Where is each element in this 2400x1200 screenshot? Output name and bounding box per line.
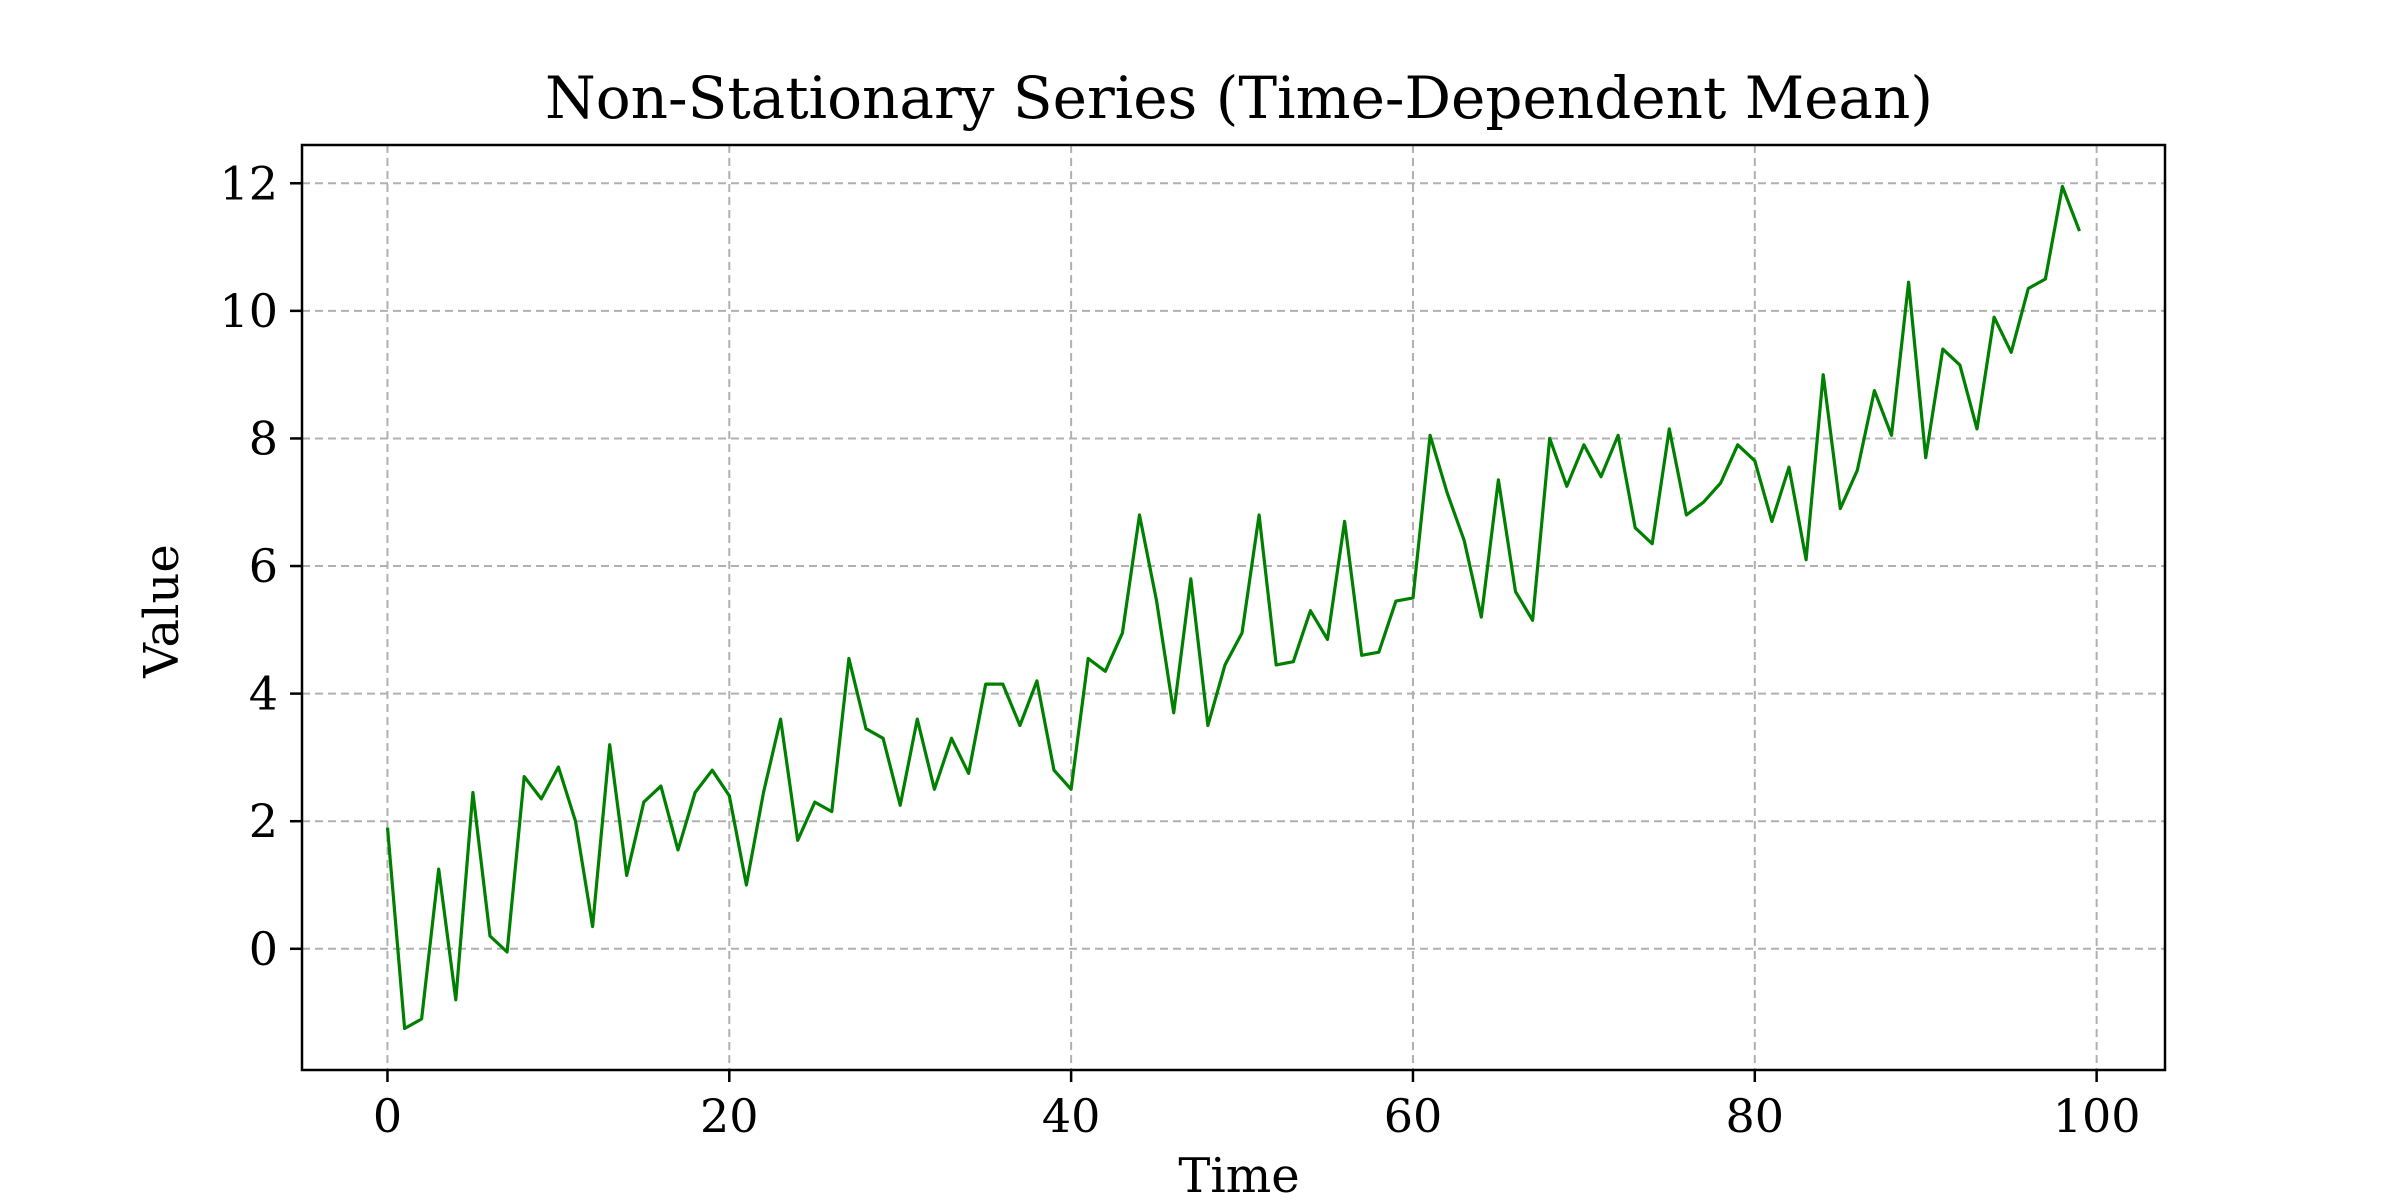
y-tick-label: 0 — [249, 922, 278, 976]
series-line — [385, 184, 2081, 1031]
y-tick-label: 10 — [219, 284, 278, 338]
x-axis-label: Time — [1178, 1148, 1299, 1200]
grid-lines — [302, 145, 2165, 1070]
x-tick-label: 100 — [2053, 1089, 2141, 1143]
y-tick-label: 6 — [249, 539, 278, 593]
x-tick-label: 60 — [1384, 1089, 1443, 1143]
axis-ticks: 0 20 40 60 80 100 0 2 4 6 8 10 12 — [219, 156, 2140, 1143]
y-tick-label: 4 — [249, 667, 278, 721]
x-tick-label: 40 — [1042, 1089, 1101, 1143]
x-tick-label: 20 — [700, 1089, 759, 1143]
y-tick-label: 8 — [249, 411, 278, 465]
x-tick-label: 80 — [1726, 1089, 1785, 1143]
y-axis-label: Value — [134, 544, 190, 679]
y-tick-label: 2 — [249, 794, 278, 848]
axes-frame — [300, 143, 2167, 1072]
chart-title: Non-Stationary Series (Time-Dependent Me… — [545, 64, 1933, 132]
y-tick-label: 12 — [219, 156, 278, 210]
x-tick-label: 0 — [373, 1089, 402, 1143]
series-layer — [385, 184, 2081, 1031]
